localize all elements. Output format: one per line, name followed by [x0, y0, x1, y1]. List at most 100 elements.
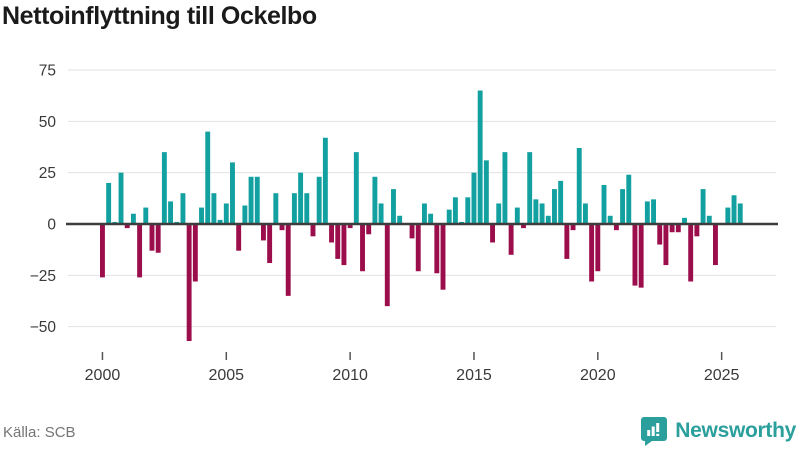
bar: [180, 193, 186, 224]
bar: [372, 176, 378, 224]
bar: [304, 193, 310, 224]
bar: [155, 224, 161, 253]
bar: [161, 152, 167, 224]
bar: [700, 189, 706, 224]
bar: [279, 224, 285, 231]
bar: [452, 197, 458, 224]
bar: [322, 137, 328, 224]
bar: [378, 203, 384, 224]
x-axis-tick-label: 2015: [456, 367, 492, 384]
bar: [626, 174, 632, 224]
bar: [391, 189, 396, 224]
bar: [607, 215, 613, 224]
x-axis-tick-label: 2005: [208, 367, 244, 384]
bar: [675, 224, 681, 233]
bar: [267, 224, 273, 264]
bar: [260, 224, 266, 241]
bar: [248, 176, 254, 224]
bar: [291, 193, 297, 224]
bar: [514, 207, 520, 224]
bar: [434, 224, 440, 274]
bar: [347, 224, 353, 229]
bar: [564, 224, 570, 259]
bar: [143, 207, 149, 224]
bar: [545, 215, 551, 224]
bar: [273, 193, 279, 224]
y-axis-tick-label: −50: [30, 319, 57, 336]
x-axis-tick-label: 2000: [85, 367, 121, 384]
bar: [130, 213, 136, 224]
bar: [205, 131, 211, 224]
bar: [285, 224, 291, 296]
bar: [694, 224, 700, 237]
bar: [533, 199, 539, 224]
bar: [366, 224, 372, 235]
bar: [137, 224, 143, 278]
bar: [632, 224, 638, 286]
bar: [230, 162, 235, 224]
bar: [316, 176, 322, 224]
x-axis-tick-label: 2020: [580, 367, 616, 384]
bar: [124, 224, 130, 229]
bar: [254, 176, 260, 224]
y-axis-tick-label: 75: [39, 63, 56, 80]
bar: [446, 209, 452, 224]
bar: [397, 215, 403, 224]
bar: [100, 224, 105, 278]
bar: [353, 152, 359, 224]
source-label: Källa: SCB: [3, 424, 76, 441]
bar: [737, 203, 743, 224]
bar: [490, 224, 495, 243]
bar: [223, 203, 229, 224]
bar: [329, 224, 335, 243]
bar: [644, 201, 650, 224]
bar: [118, 172, 124, 224]
bar: [360, 224, 365, 272]
brand-logo[interactable]: Newsworthy: [641, 416, 796, 446]
newsworthy-icon: [641, 417, 668, 446]
bar: [657, 224, 663, 245]
bar: [576, 148, 582, 224]
bar: [186, 224, 192, 342]
y-axis-tick-label: 0: [47, 217, 56, 234]
bar: [589, 224, 595, 282]
y-axis-tick-label: 25: [39, 165, 56, 182]
bar: [149, 224, 155, 251]
bar: [713, 224, 718, 266]
bar: [471, 172, 477, 224]
bar: [440, 224, 446, 290]
bar: [465, 197, 471, 224]
bar: [341, 224, 347, 266]
x-axis-tick-label: 2025: [704, 367, 740, 384]
bar: [552, 189, 557, 224]
bar: [620, 189, 626, 224]
bar: [558, 180, 564, 224]
bar: [731, 195, 737, 224]
bar: [415, 224, 421, 272]
bar: [669, 224, 675, 233]
bar: [483, 160, 489, 224]
bar: [384, 224, 390, 307]
bar: [236, 224, 242, 251]
bar: [217, 219, 223, 224]
bar: [595, 224, 601, 272]
bar: [502, 152, 508, 224]
bar: [421, 203, 427, 224]
bar: [663, 224, 669, 266]
bar: [168, 201, 174, 224]
bar: [682, 217, 687, 224]
y-axis-tick-label: 50: [39, 114, 57, 131]
bar: [570, 224, 576, 231]
bar: [199, 207, 204, 224]
bar: [242, 205, 248, 224]
bar: [496, 203, 502, 224]
chart-footer: Källa: SCB Newsworthy: [0, 410, 800, 450]
bar: [428, 213, 434, 224]
bar: [582, 203, 588, 224]
bar: [211, 193, 217, 224]
bar: [706, 215, 712, 224]
bar: [725, 207, 731, 224]
y-axis-tick-label: −25: [30, 268, 56, 285]
brand-wordmark: Newsworthy: [675, 419, 796, 442]
bar: [310, 224, 316, 237]
